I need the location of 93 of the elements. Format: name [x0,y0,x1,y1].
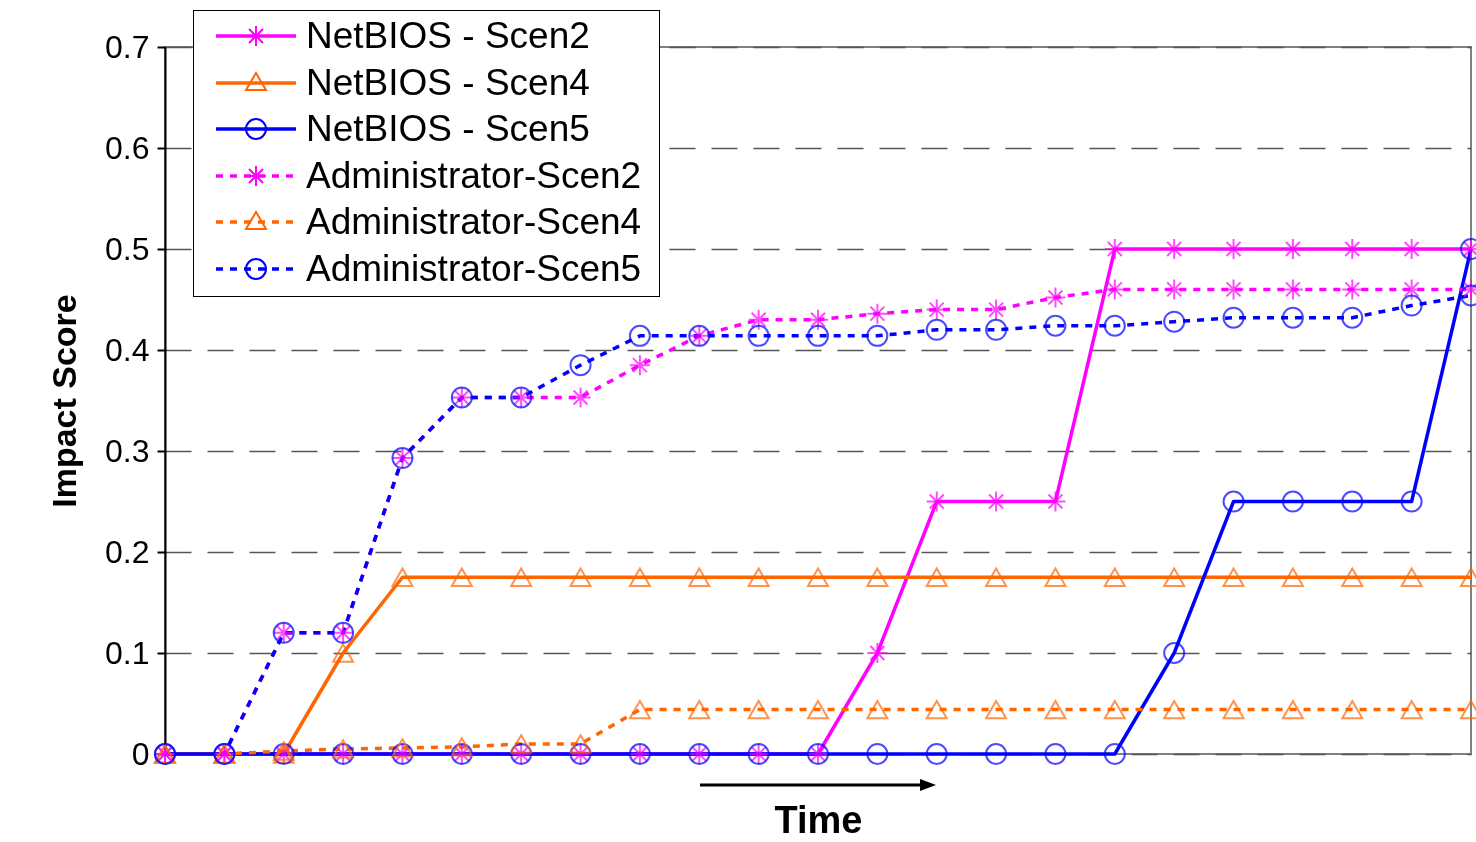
point [628,324,651,347]
point [807,324,829,347]
legend-label: NetBIOS - Scen4 [306,61,590,104]
legend-label: NetBIOS - Scen2 [306,15,590,58]
point [628,699,651,720]
point [866,699,889,720]
point [925,567,948,587]
y-tick-label: 0.6 [105,129,150,166]
point [866,324,889,347]
point [925,318,948,341]
point [1281,278,1304,301]
point [569,354,592,377]
point [1103,314,1126,337]
point [1044,286,1067,309]
point [1341,699,1364,720]
point [688,567,711,587]
point [1281,699,1304,720]
point [1103,743,1126,765]
point [1281,490,1304,513]
point [1103,567,1126,587]
point [866,567,889,587]
point [807,699,829,720]
point [747,308,770,331]
point [807,567,829,587]
point [332,739,355,759]
legend-label: Administrator-Scen2 [306,154,642,197]
point [1222,490,1245,513]
legend-label: Administrator-Scen5 [306,247,642,290]
point [1222,699,1245,720]
point [569,567,592,587]
point [925,490,948,513]
point [807,308,829,331]
y-tick-label: 0.7 [105,28,150,65]
point [985,298,1008,321]
point [1222,567,1245,587]
legend-label: Administrator-Scen4 [306,201,642,244]
point [1341,567,1364,587]
point [1163,642,1186,664]
point [628,567,651,587]
point [391,567,414,587]
point [628,354,651,377]
y-tick-label: 0.1 [105,634,150,671]
point [1400,699,1423,720]
point [985,743,1008,765]
point [569,734,592,754]
point [450,737,473,757]
point [510,734,533,754]
point [1163,567,1186,587]
point [925,699,948,720]
y-tick-label: 0.5 [105,230,150,267]
y-axis-title: Impact Score [45,294,84,508]
point [688,699,711,720]
point [1044,490,1067,513]
point [1103,278,1126,301]
y-tick-label: 0 [131,735,150,772]
point [1281,567,1304,587]
point [1163,310,1186,333]
point [1222,306,1245,329]
point [866,642,889,664]
point [1400,294,1423,317]
point [985,318,1008,341]
point [1044,314,1067,337]
y-tick-label: 0.3 [105,432,150,469]
point [866,302,889,325]
point [1400,278,1423,301]
point [1044,699,1067,720]
point [925,298,948,321]
point [450,567,473,587]
point [510,567,533,587]
point [747,699,770,720]
point [332,643,355,663]
point [1400,490,1423,513]
point [1341,490,1364,513]
legend-label: NetBIOS - Scen5 [306,108,590,151]
y-tick-label: 0.4 [105,331,150,368]
point [391,738,414,758]
x-axis-title: Time [774,798,863,841]
point [1341,306,1364,329]
point [925,743,948,765]
point [1103,699,1126,720]
point [985,699,1008,720]
point [1044,567,1067,587]
point [866,743,889,765]
point [747,324,770,347]
y-tick-label: 0.2 [105,533,150,570]
point [1341,278,1364,301]
point [1103,238,1126,260]
point [1400,567,1423,587]
point [747,567,770,587]
point [1281,306,1304,329]
point [1044,743,1067,765]
point [985,567,1008,587]
point [1163,699,1186,720]
